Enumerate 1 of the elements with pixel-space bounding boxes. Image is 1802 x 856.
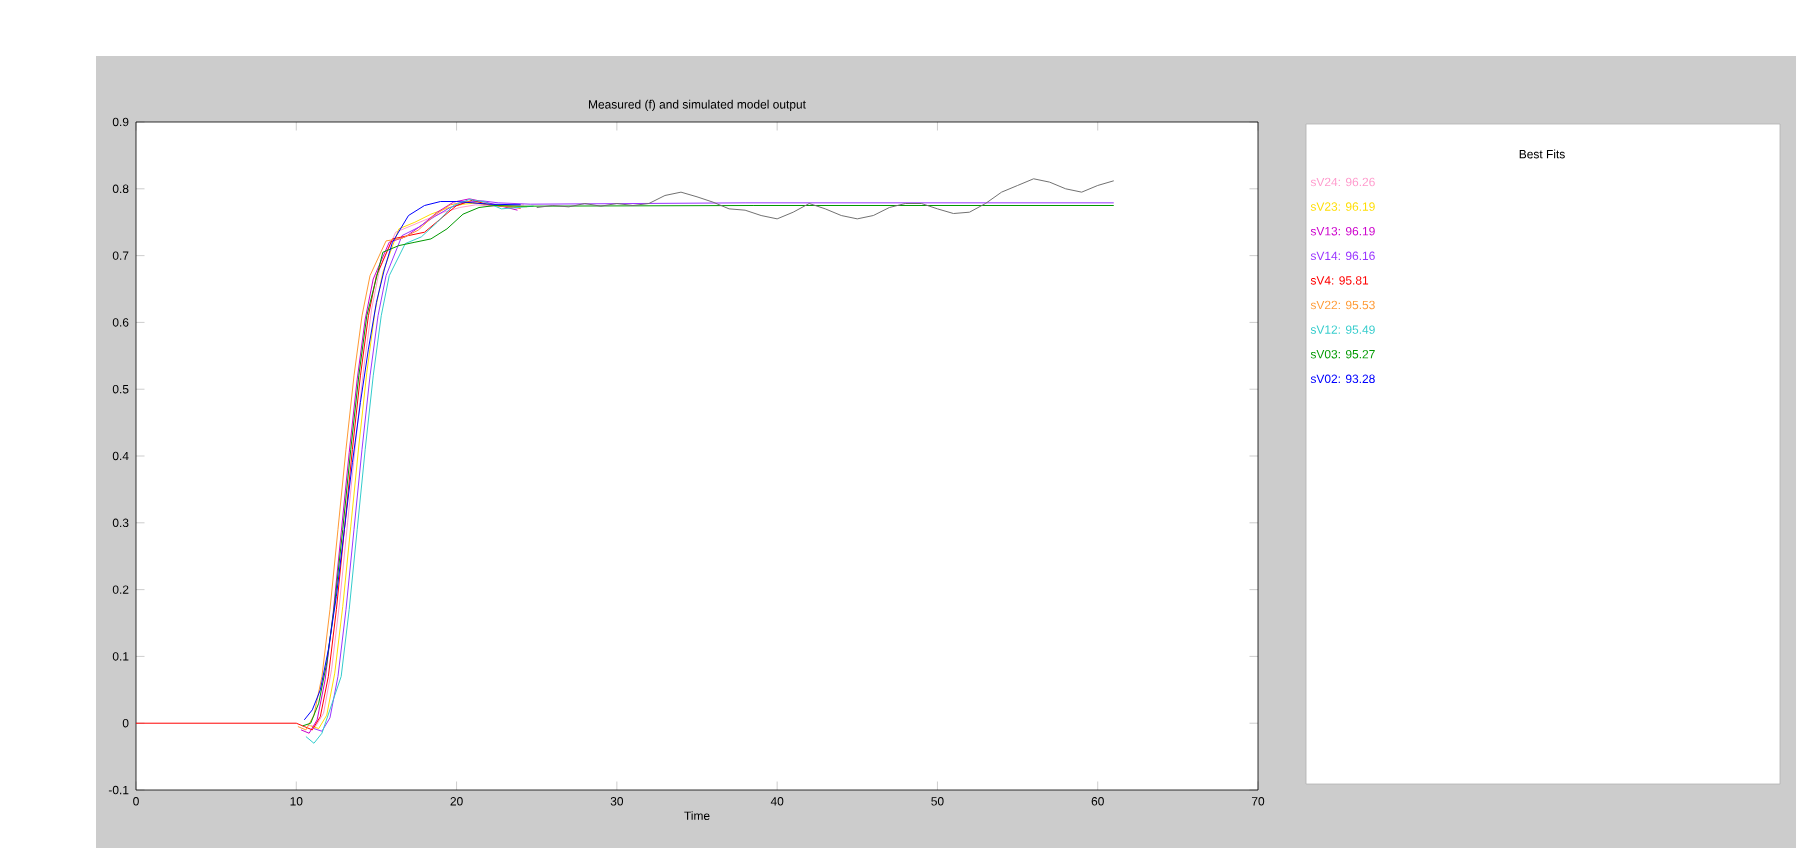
line-series bbox=[536, 178, 1115, 220]
